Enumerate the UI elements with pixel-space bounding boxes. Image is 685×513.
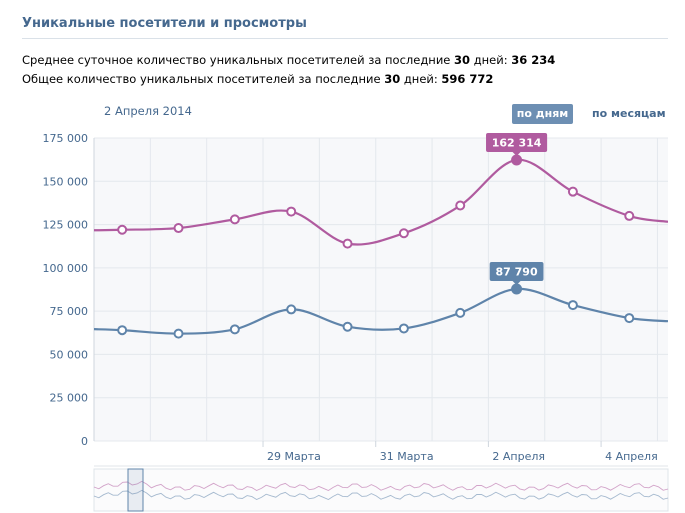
data-point: [286, 206, 297, 217]
value-tooltip: [486, 132, 548, 152]
highlight-point: [511, 154, 523, 166]
y-tick-label: 0: [81, 435, 88, 448]
data-point: [567, 300, 578, 311]
tooltip-arrow: [512, 151, 521, 156]
overview-series: [93, 480, 669, 492]
data-point: [567, 186, 578, 197]
stat-text: дней:: [400, 72, 442, 86]
x-tick-label: 4 Апреля: [605, 450, 658, 463]
data-point: [229, 324, 240, 335]
y-tick-label: 50 000: [50, 348, 89, 361]
y-tick-label: 25 000: [50, 392, 89, 405]
chart-date-label: 2 Апреля 2014: [104, 104, 192, 118]
title-divider: [22, 38, 668, 39]
data-point: [229, 214, 240, 225]
data-point: [286, 304, 297, 315]
x-tick-label: 2 Апреля: [492, 450, 545, 463]
stat-text: дней:: [470, 53, 512, 67]
overview-window: [127, 468, 144, 512]
data-point: [117, 325, 128, 336]
tooltip-arrow: [512, 280, 521, 285]
data-point: [173, 223, 184, 234]
y-tick-label: 100 000: [43, 262, 89, 275]
tooltip-value: 162 314: [492, 136, 542, 149]
data-point: [117, 224, 128, 235]
tooltip-value: 87 790: [496, 265, 538, 278]
by-days-button[interactable]: по дням: [512, 104, 573, 124]
highlight-point: [511, 283, 523, 295]
data-point: [624, 313, 635, 324]
data-point: [624, 210, 635, 221]
stat-days: 30: [454, 53, 471, 67]
y-tick-label: 150 000: [43, 175, 89, 188]
by-months-link[interactable]: по месяцам: [592, 107, 666, 120]
data-point: [455, 307, 466, 318]
average-visitors-stat: Среднее суточное количество уникальных п…: [22, 53, 555, 67]
data-point: [398, 323, 409, 334]
page-title: Уникальные посетители и просмотры: [22, 16, 307, 31]
data-point: [342, 321, 353, 332]
y-tick-label: 75 000: [50, 305, 89, 318]
overview-series: [93, 489, 669, 501]
data-point: [455, 200, 466, 211]
stat-value: 596 772: [441, 72, 494, 86]
data-point: [342, 238, 353, 249]
stat-text: Общее количество уникальных посетителей …: [22, 72, 385, 86]
y-tick-label: 125 000: [43, 219, 89, 232]
total-visitors-stat: Общее количество уникальных посетителей …: [22, 72, 493, 86]
x-tick-label: 29 Марта: [267, 450, 321, 463]
x-tick-label: 31 Марта: [380, 450, 434, 463]
value-tooltip: [489, 261, 544, 281]
data-point: [398, 228, 409, 239]
stat-text: Среднее суточное количество уникальных п…: [22, 53, 455, 67]
plot-area: [94, 138, 668, 441]
stat-days: 30: [384, 72, 401, 86]
stat-value: 36 234: [511, 53, 556, 67]
y-tick-label: 175 000: [43, 132, 89, 145]
data-point: [173, 328, 184, 339]
